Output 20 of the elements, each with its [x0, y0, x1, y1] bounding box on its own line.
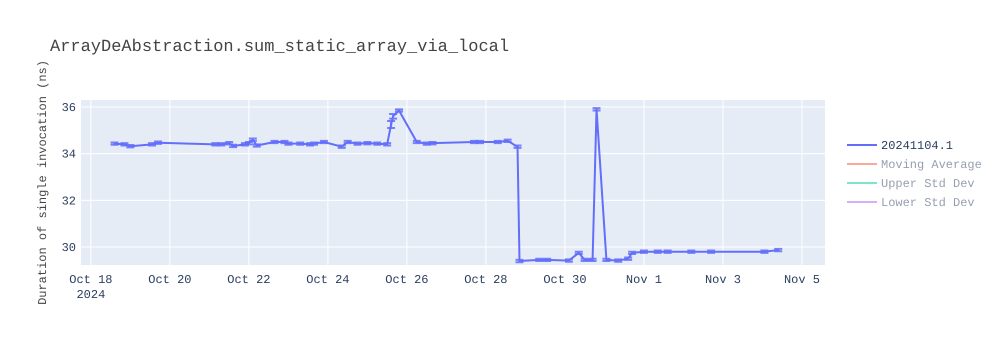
y-tick-label: 36 — [62, 101, 76, 115]
y-tick-label: 32 — [62, 194, 76, 208]
x-tick-label: Oct 28 — [464, 273, 508, 287]
x-tick-label: Oct 26 — [385, 273, 429, 287]
x-tick-label: Oct 22 — [227, 273, 271, 287]
x-tick-label: Nov 1 — [626, 273, 662, 287]
legend-label: Upper Std Dev — [881, 177, 975, 191]
x-tick-label: Oct 30 — [543, 273, 587, 287]
legend-label: Moving Average — [881, 158, 982, 172]
y-tick-label: 30 — [62, 241, 76, 256]
x-tick-label: Oct 20 — [148, 273, 192, 287]
y-tick-label: 34 — [62, 148, 76, 162]
x-tick-label: Oct 18 2024 — [69, 273, 112, 302]
y-axis-title: Duration of single invocation (ns) — [36, 60, 50, 305]
x-tick-label: Nov 5 — [784, 273, 820, 287]
chart-title: ArrayDeAbstraction.sum_static_array_via_local — [50, 38, 510, 57]
legend-label: 20241104.1 — [881, 139, 954, 153]
legend-label: Lower Std Dev — [881, 196, 975, 210]
x-tick-label: Nov 3 — [704, 273, 741, 287]
x-tick-label: Oct 24 — [306, 273, 350, 287]
